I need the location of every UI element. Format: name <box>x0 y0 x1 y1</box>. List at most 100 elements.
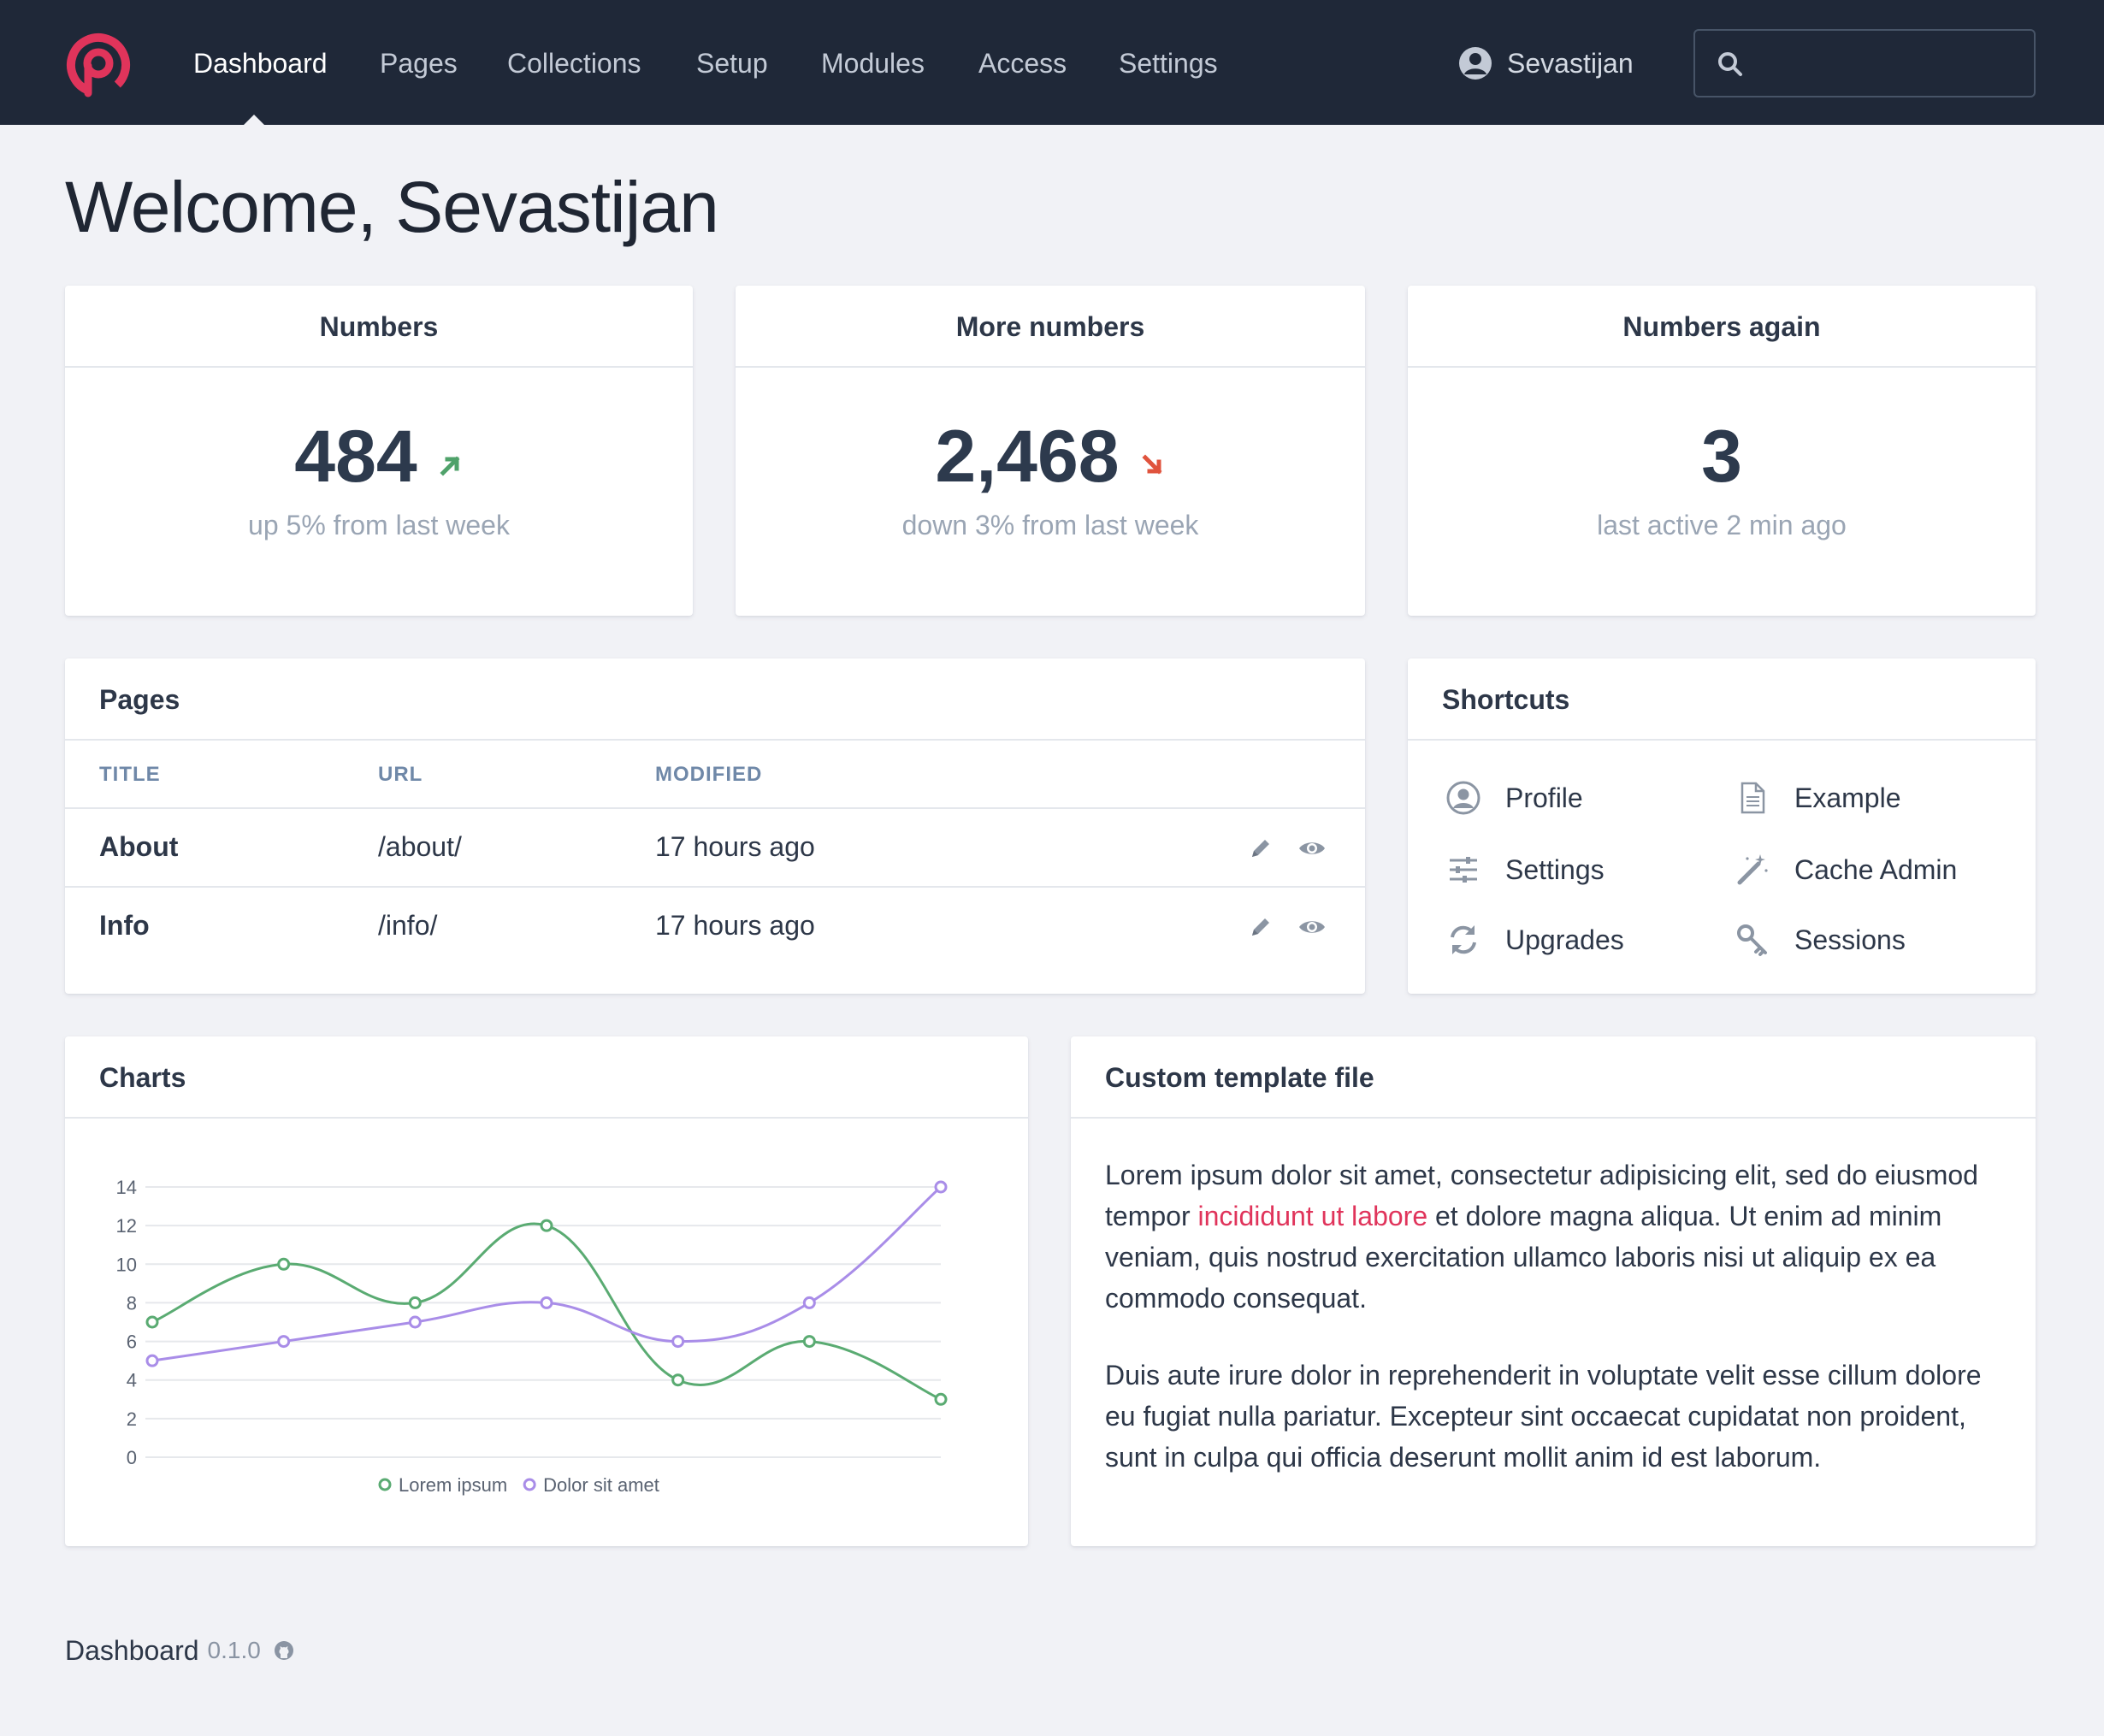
stat-card-numbers-again: Numbers again 3 last active 2 min ago <box>1408 286 2036 616</box>
stat-value-wrapper: 484 <box>65 414 693 499</box>
stat-subtitle: up 5% from last week <box>248 510 510 540</box>
custom-template-card: Custom template file Lorem ipsum dolor s… <box>1071 1036 2036 1546</box>
stat-value: 3 <box>1701 416 1742 498</box>
shortcut-cache-admin[interactable]: Cache Admin <box>1735 848 1957 891</box>
eye-icon[interactable] <box>1297 833 1327 864</box>
y-tick-label: 10 <box>116 1254 137 1275</box>
stat-value: 2,468 <box>935 416 1120 498</box>
footer-version: 0.1.0 <box>207 1637 261 1663</box>
stat-card-title: Numbers again <box>1408 286 2036 368</box>
row-modified: 17 hours ago <box>655 831 815 862</box>
stat-value: 484 <box>294 416 417 498</box>
stat-subtitle: down 3% from last week <box>901 510 1199 540</box>
series-line <box>151 1185 942 1362</box>
shortcut-label: Settings <box>1505 853 1605 885</box>
data-point <box>408 1296 422 1309</box>
magic-wand-icon <box>1737 854 1768 885</box>
nav-settings[interactable]: Settings <box>1119 48 1218 79</box>
sliders-icon <box>1450 857 1477 883</box>
data-point <box>540 1219 553 1232</box>
paragraph-text: et dolore magna aliqua. Ut enim ad minim… <box>1105 1201 1942 1314</box>
nav-collections[interactable]: Collections <box>507 48 641 79</box>
search-box[interactable] <box>1693 29 2036 97</box>
shortcut-settings[interactable]: Settings <box>1445 848 1605 891</box>
table-row[interactable]: About /about/ 17 hours ago <box>65 811 1365 888</box>
data-point <box>671 1335 685 1349</box>
pages-card: Pages TITLE URL MODIFIED About /about/ 1… <box>65 658 1365 994</box>
shortcut-example[interactable]: Example <box>1735 776 1901 819</box>
template-paragraph: Duis aute irure dolor in reprehenderit i… <box>1105 1360 1982 1473</box>
search-input[interactable] <box>1758 41 2015 86</box>
shortcut-profile[interactable]: Profile <box>1445 776 1583 819</box>
top-navbar: Dashboard Pages Collections Setup Module… <box>0 0 2104 125</box>
template-paragraph: Lorem ipsum dolor sit amet, consectetur … <box>1105 1154 2003 1319</box>
user-circle-icon <box>1446 781 1480 815</box>
shortcuts-card-title: Shortcuts <box>1408 658 2036 741</box>
search-icon <box>1718 52 1742 76</box>
nav-setup[interactable]: Setup <box>696 48 768 79</box>
refresh-icon <box>1451 925 1476 954</box>
data-point <box>277 1335 291 1349</box>
data-point <box>540 1296 553 1309</box>
series-line <box>151 1222 942 1401</box>
pencil-icon[interactable] <box>1245 833 1276 864</box>
shortcut-label: Sessions <box>1794 924 1906 955</box>
github-icon[interactable] <box>273 1639 295 1662</box>
pages-card-title: Pages <box>65 658 1365 741</box>
shortcut-label: Profile <box>1505 782 1583 813</box>
user-menu[interactable]: Sevastijan <box>1457 44 1634 82</box>
custom-template-title: Custom template file <box>1071 1036 2036 1119</box>
pencil-icon[interactable] <box>1245 912 1276 942</box>
table-row[interactable]: Info /info/ 17 hours ago <box>65 889 1365 966</box>
shortcut-sessions[interactable]: Sessions <box>1735 918 1906 961</box>
nav-dashboard[interactable]: Dashboard <box>193 48 328 79</box>
user-name: Sevastijan <box>1507 47 1634 79</box>
key-icon <box>1737 924 1767 956</box>
paragraph-text: Lorem ipsum dolor sit amet, consectetur … <box>1105 1160 1978 1231</box>
data-point <box>802 1335 816 1349</box>
column-header-url[interactable]: URL <box>378 763 423 786</box>
eye-icon[interactable] <box>1297 912 1327 942</box>
processwire-logo[interactable] <box>65 32 132 98</box>
legend-label: Lorem ipsum <box>399 1474 507 1496</box>
row-modified: 17 hours ago <box>655 910 815 941</box>
nav-modules[interactable]: Modules <box>821 48 925 79</box>
column-header-title[interactable]: TITLE <box>99 763 161 786</box>
stat-value-wrapper: 2,468 <box>736 414 1365 499</box>
stat-subtitle: last active 2 min ago <box>1597 510 1847 540</box>
nav-access[interactable]: Access <box>978 48 1067 79</box>
data-point <box>802 1296 816 1309</box>
shortcut-label: Cache Admin <box>1794 853 1958 885</box>
row-title[interactable]: Info <box>99 910 150 941</box>
data-point <box>934 1180 948 1194</box>
y-tick-label: 6 <box>127 1332 137 1353</box>
data-point <box>145 1315 159 1329</box>
y-tick-label: 14 <box>116 1177 137 1198</box>
row-url: /about/ <box>378 831 462 862</box>
stat-card-numbers: Numbers 484 up 5% from last week <box>65 286 693 616</box>
data-point <box>145 1354 159 1367</box>
y-tick-label: 12 <box>116 1215 137 1237</box>
trend-up-icon <box>440 456 460 476</box>
legend-marker <box>523 1478 536 1491</box>
user-avatar-icon <box>1459 47 1492 80</box>
footer-app-name: Dashboard <box>65 1634 199 1666</box>
shortcut-label: Upgrades <box>1505 924 1624 955</box>
data-point <box>671 1373 685 1387</box>
shortcut-upgrades[interactable]: Upgrades <box>1445 918 1624 961</box>
shortcut-label: Example <box>1794 782 1901 813</box>
column-header-modified[interactable]: MODIFIED <box>655 763 763 786</box>
row-title[interactable]: About <box>99 831 179 862</box>
stat-card-title: Numbers <box>65 286 693 368</box>
y-tick-label: 0 <box>127 1447 137 1468</box>
stat-card-title: More numbers <box>736 286 1365 368</box>
paragraph-link[interactable]: incididunt ut labore <box>1197 1201 1428 1231</box>
data-point <box>277 1257 291 1271</box>
table-header: TITLE URL MODIFIED <box>65 741 1365 809</box>
legend-label: Dolor sit amet <box>543 1474 659 1496</box>
nav-pages[interactable]: Pages <box>380 48 458 79</box>
data-point <box>408 1315 422 1329</box>
y-tick-label: 4 <box>127 1370 137 1391</box>
data-point <box>934 1392 948 1406</box>
page-title: Welcome, Sevastijan <box>65 167 719 247</box>
